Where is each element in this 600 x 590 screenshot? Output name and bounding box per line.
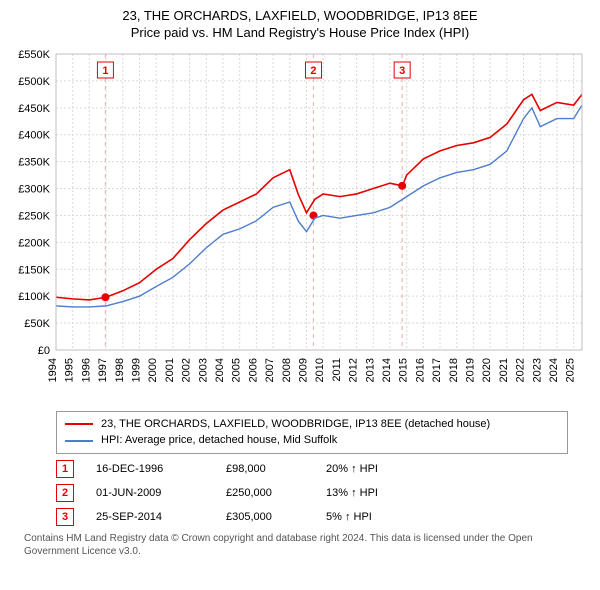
svg-text:£350K: £350K — [18, 156, 50, 168]
svg-text:£450K: £450K — [18, 103, 50, 115]
svg-text:1994: 1994 — [47, 358, 59, 382]
legend-label-hpi: HPI: Average price, detached house, Mid … — [101, 432, 337, 449]
svg-text:£0: £0 — [38, 345, 50, 357]
svg-text:£50K: £50K — [24, 318, 50, 330]
event-delta: 20% ↑ HPI — [326, 463, 378, 475]
svg-text:2020: 2020 — [481, 358, 493, 382]
svg-text:3: 3 — [399, 65, 405, 77]
svg-text:£200K: £200K — [18, 237, 50, 249]
title-line-1: 23, THE ORCHARDS, LAXFIELD, WOODBRIDGE, … — [12, 8, 588, 25]
svg-text:£550K: £550K — [18, 49, 50, 61]
svg-text:1995: 1995 — [64, 358, 76, 382]
svg-text:2021: 2021 — [498, 358, 510, 382]
event-row: 3 25-SEP-2014£305,0005% ↑ HPI — [56, 508, 568, 526]
legend-item-hpi: HPI: Average price, detached house, Mid … — [65, 432, 559, 449]
event-date: 16-DEC-1996 — [96, 463, 226, 475]
svg-text:1996: 1996 — [80, 358, 92, 382]
legend-label-subject: 23, THE ORCHARDS, LAXFIELD, WOODBRIDGE, … — [101, 416, 490, 433]
svg-text:1998: 1998 — [114, 358, 126, 382]
title-line-2: Price paid vs. HM Land Registry's House … — [12, 25, 588, 42]
chart-title: 23, THE ORCHARDS, LAXFIELD, WOODBRIDGE, … — [12, 8, 588, 42]
event-index-box: 3 — [56, 508, 74, 526]
svg-text:1: 1 — [102, 65, 108, 77]
svg-text:2018: 2018 — [448, 358, 460, 382]
svg-text:2013: 2013 — [364, 358, 376, 382]
svg-text:2010: 2010 — [314, 358, 326, 382]
svg-text:£100K: £100K — [18, 291, 50, 303]
svg-text:2016: 2016 — [414, 358, 426, 382]
event-price: £250,000 — [226, 487, 326, 499]
chart-plot: £0 £50K £100K £150K £200K £250K £300K £350K £400… — [12, 48, 588, 401]
svg-text:2009: 2009 — [297, 358, 309, 382]
svg-text:2019: 2019 — [464, 358, 476, 382]
svg-text:£300K: £300K — [18, 183, 50, 195]
svg-text:2004: 2004 — [214, 358, 226, 382]
event-table: 1 16-DEC-1996£98,00020% ↑ HPI 2 01-JUN-2009… — [56, 460, 568, 526]
svg-text:1997: 1997 — [97, 358, 109, 382]
legend-swatch-hpi — [65, 440, 93, 442]
svg-text:2023: 2023 — [531, 358, 543, 382]
footnote: Contains HM Land Registry data © Crown c… — [24, 532, 576, 558]
svg-text:£500K: £500K — [18, 76, 50, 88]
event-row: 2 01-JUN-2009£250,00013% ↑ HPI — [56, 484, 568, 502]
svg-text:£400K: £400K — [18, 130, 50, 142]
event-index-box: 2 — [56, 484, 74, 502]
svg-text:2012: 2012 — [348, 358, 360, 382]
svg-text:1999: 1999 — [130, 358, 142, 382]
svg-text:2025: 2025 — [565, 358, 577, 382]
svg-text:2000: 2000 — [147, 358, 159, 382]
svg-text:2: 2 — [310, 65, 316, 77]
svg-text:2001: 2001 — [164, 358, 176, 382]
svg-text:2014: 2014 — [381, 358, 393, 382]
svg-text:2002: 2002 — [181, 358, 193, 382]
event-date: 25-SEP-2014 — [96, 511, 226, 523]
event-price: £98,000 — [226, 463, 326, 475]
event-row: 1 16-DEC-1996£98,00020% ↑ HPI — [56, 460, 568, 478]
svg-text:2011: 2011 — [331, 358, 343, 382]
svg-text:2006: 2006 — [247, 358, 259, 382]
legend: 23, THE ORCHARDS, LAXFIELD, WOODBRIDGE, … — [56, 411, 568, 454]
legend-swatch-subject — [65, 423, 93, 425]
svg-text:2003: 2003 — [197, 358, 209, 382]
event-price: £305,000 — [226, 511, 326, 523]
svg-text:2008: 2008 — [281, 358, 293, 382]
svg-text:2005: 2005 — [231, 358, 243, 382]
svg-text:2007: 2007 — [264, 358, 276, 382]
svg-text:2022: 2022 — [515, 358, 527, 382]
svg-text:£250K: £250K — [18, 210, 50, 222]
legend-item-subject: 23, THE ORCHARDS, LAXFIELD, WOODBRIDGE, … — [65, 416, 559, 433]
line-chart-svg: £0 £50K £100K £150K £200K £250K £300K £350K £400… — [12, 48, 588, 398]
svg-text:2024: 2024 — [548, 358, 560, 382]
event-delta: 5% ↑ HPI — [326, 511, 372, 523]
svg-text:2017: 2017 — [431, 358, 443, 382]
svg-text:£150K: £150K — [18, 264, 50, 276]
event-date: 01-JUN-2009 — [96, 487, 226, 499]
event-index-box: 1 — [56, 460, 74, 478]
chart-container: 23, THE ORCHARDS, LAXFIELD, WOODBRIDGE, … — [0, 0, 600, 590]
event-delta: 13% ↑ HPI — [326, 487, 378, 499]
svg-text:2015: 2015 — [398, 358, 410, 382]
